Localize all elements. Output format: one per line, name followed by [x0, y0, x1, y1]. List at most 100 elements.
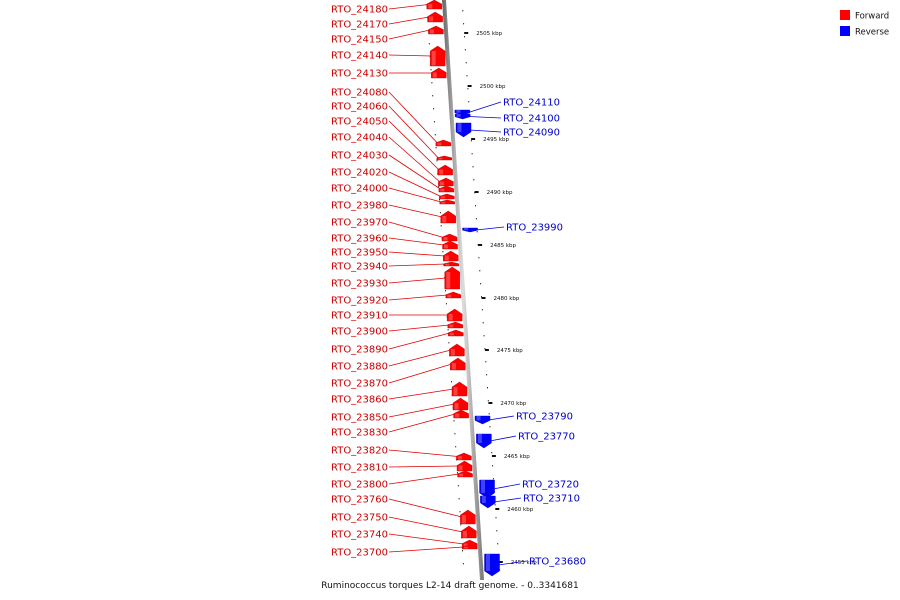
- forward-leader-line: [388, 29, 431, 40]
- forward-leader-line: [388, 187, 442, 203]
- reverse-gene-label: RTO_23710: [523, 494, 580, 505]
- guide-dot: [487, 400, 489, 402]
- forward-gene-label: RTO_23900: [331, 327, 388, 338]
- gene-shine: [432, 72, 437, 78]
- forward-gene-label: RTO_23970: [331, 218, 388, 229]
- guide-dot: [456, 472, 458, 474]
- forward-gene-label: RTO_23920: [331, 296, 388, 307]
- tick-mark: [488, 402, 493, 404]
- gene-shine: [451, 363, 456, 370]
- forward-leader-line: [388, 263, 446, 267]
- forward-leader-line: [388, 332, 450, 350]
- forward-gene-label: RTO_23870: [331, 379, 388, 390]
- reverse-gene-label: RTO_24090: [503, 128, 560, 139]
- tick-mark: [474, 191, 479, 193]
- forward-gene-label: RTO_23800: [331, 480, 388, 491]
- forward-leader-line: [388, 533, 464, 545]
- tick-mark: [484, 349, 489, 351]
- forward-leader-line: [388, 237, 445, 246]
- guide-dot: [459, 511, 461, 513]
- gene-shine: [477, 434, 482, 443]
- forward-leader-line: [388, 277, 447, 284]
- forward-gene-label: RTO_23850: [331, 413, 388, 424]
- guide-dot: [448, 342, 450, 344]
- guide-dot: [434, 134, 436, 136]
- guide-dot: [479, 270, 481, 272]
- forward-gene-label: RTO_24060: [331, 102, 388, 113]
- forward-gene-label: RTO_23960: [331, 234, 388, 245]
- forward-gene-label: RTO_24170: [331, 20, 388, 31]
- forward-leader-line: [388, 546, 464, 553]
- backbone-line: [442, 0, 484, 580]
- forward-leader-line: [388, 154, 441, 190]
- forward-leader-line: [388, 171, 442, 197]
- forward-gene-label: RTO_24050: [331, 117, 388, 128]
- guide-dot: [431, 82, 433, 84]
- guide-dot: [428, 43, 430, 45]
- guide-dot: [462, 550, 463, 552]
- guide-dot: [445, 290, 446, 292]
- tick-mark: [495, 508, 500, 510]
- tick-mark: [481, 297, 486, 299]
- guide-dot: [475, 205, 476, 207]
- forward-leader-line: [388, 251, 445, 257]
- guide-dot: [465, 62, 467, 64]
- forward-leader-line: [388, 120, 440, 171]
- tick-label: 2465 kbp: [504, 454, 530, 460]
- tick-label: 2495 kbp: [483, 137, 509, 143]
- guide-dot: [489, 426, 491, 428]
- forward-leader-line: [388, 294, 448, 301]
- gene-shine: [462, 531, 467, 538]
- gene-shine: [456, 110, 461, 113]
- forward-gene-label: RTO_23950: [331, 248, 388, 259]
- tick-label: 2500 kbp: [480, 84, 506, 90]
- gene-shine: [439, 181, 444, 186]
- guide-dot: [458, 498, 460, 500]
- gene-shine: [449, 324, 454, 328]
- forward-leader-line: [388, 363, 452, 384]
- guide-dot: [439, 212, 441, 214]
- tick-label: 2505 kbp: [476, 31, 502, 37]
- reverse-gene-label: RTO_24110: [503, 98, 560, 109]
- gene-shine: [438, 157, 443, 160]
- forward-leader-line: [388, 349, 452, 367]
- map-caption: Ruminococcus torques L2-14 draft genome.…: [321, 581, 578, 591]
- guide-dot: [472, 166, 474, 168]
- guide-dot: [455, 446, 457, 448]
- forward-gene-label: RTO_24040: [331, 133, 388, 144]
- gene-shine: [463, 543, 468, 548]
- forward-leader-line: [388, 54, 432, 57]
- guide-dot: [438, 186, 440, 188]
- reverse-leader-line: [497, 560, 528, 566]
- gene-shine: [428, 4, 433, 9]
- forward-gene-label: RTO_23980: [331, 201, 388, 212]
- gene-shine: [447, 294, 452, 298]
- forward-leader-line: [388, 324, 450, 332]
- guide-dot: [492, 465, 494, 467]
- gene-shine: [442, 216, 447, 223]
- forward-gene-label: RTO_24080: [331, 88, 388, 99]
- forward-gene-label: RTO_24130: [331, 69, 388, 80]
- legend-forward-swatch: [840, 10, 850, 20]
- gene-shine: [458, 465, 463, 471]
- reverse-leader-line: [489, 435, 517, 442]
- guide-dot: [454, 433, 456, 435]
- gene-shine: [476, 416, 481, 421]
- gene-shine: [445, 263, 450, 266]
- guide-dot: [480, 283, 482, 285]
- forward-leader-line: [388, 473, 460, 485]
- guide-dot: [486, 374, 488, 376]
- forward-gene-label: RTO_23830: [331, 428, 388, 439]
- guide-dot: [466, 75, 468, 77]
- forward-leader-line: [388, 105, 439, 159]
- gene-shine: [449, 332, 454, 336]
- tick-label: 2485 kbp: [490, 243, 516, 249]
- gene-shine: [486, 554, 491, 571]
- gene-shine: [457, 456, 462, 460]
- gene-shine: [481, 496, 486, 503]
- forward-gene-label: RTO_23910: [331, 311, 388, 322]
- guide-dot: [439, 199, 440, 201]
- tick-mark: [464, 32, 469, 34]
- guide-dot: [481, 309, 483, 311]
- gene-shine: [429, 16, 434, 22]
